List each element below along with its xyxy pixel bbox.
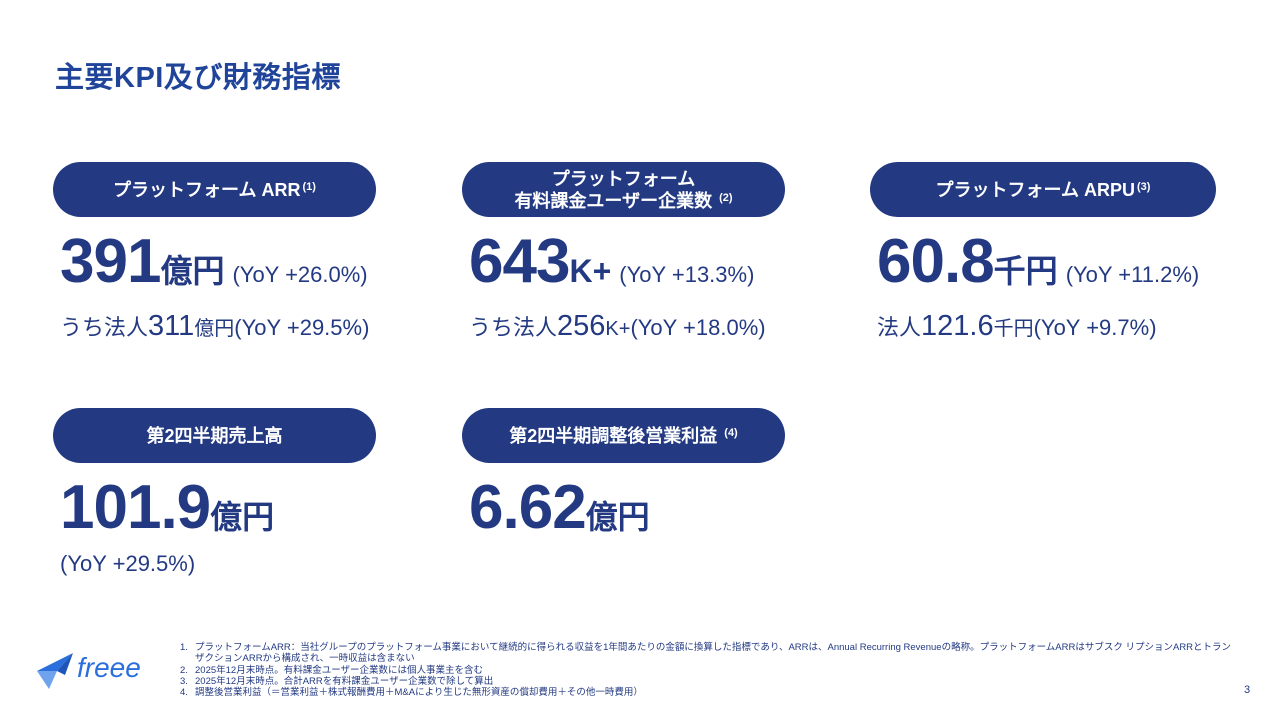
users-sub-yoy: (YoY +18.0%): [630, 315, 766, 340]
users-label-pill: プラットフォーム 有料課金ユーザー企業数 (2): [462, 162, 785, 217]
revenue-yoy: (YoY +29.5%): [60, 551, 196, 576]
revenue-value-line: 101.9億円: [60, 472, 274, 543]
footnote-4-num: 4.: [180, 687, 188, 699]
logo-text: freee: [77, 652, 141, 683]
footnote-3-text: 2025年12月末時点。合計ARRを有料課金ユーザー企業数で除して算出: [195, 675, 494, 687]
revenue-value: 101.9: [60, 473, 211, 542]
footnote-4-text: 調整後営業利益（＝営業利益＋株式報酬費用＋M&Aにより生じた無形資産の償却費用＋…: [195, 687, 643, 699]
footnote-4: 4. 調整後営業利益（＝営業利益＋株式報酬費用＋M&Aにより生じた無形資産の償却…: [180, 687, 1240, 698]
arpu-value-line: 60.8千円 (YoY +11.2%): [877, 226, 1199, 297]
arr-sub-yoy: (YoY +29.5%): [234, 315, 370, 340]
arpu-label: プラットフォーム ARPU: [935, 179, 1135, 200]
arpu-yoy: (YoY +11.2%): [1065, 262, 1200, 287]
arpu-sub-unit: 千円: [993, 318, 1034, 340]
arpu-sub-value: 121.6: [921, 310, 994, 342]
users-label-line2: 有料課金ユーザー企業数: [514, 190, 713, 211]
users-yoy: (YoY +13.3%): [619, 262, 755, 287]
arpu-sub-line: 法人121.6千円(YoY +9.7%): [877, 310, 1157, 343]
op-income-note: (4): [724, 426, 738, 439]
arr-sub-unit: 億円: [194, 318, 235, 340]
op-income-label-pill: 第2四半期調整後営業利益 (4): [462, 408, 785, 463]
footnote-1-text: プラットフォームARR：当社グループのプラットフォーム事業において継続的に得られ…: [195, 642, 1232, 665]
footnote-1-num: 1.: [180, 642, 188, 653]
footnote-3-num: 3.: [180, 675, 188, 687]
arr-unit: 億円: [160, 253, 225, 289]
users-unit: K+: [569, 253, 612, 289]
arr-note: (1): [302, 180, 316, 193]
op-income-unit: 億円: [585, 499, 650, 535]
arpu-sub-yoy: (YoY +9.7%): [1033, 315, 1157, 340]
revenue-unit: 億円: [210, 499, 275, 535]
users-sub-line: うち法人256K+(YoY +18.0%): [469, 310, 766, 343]
footnote-2-num: 2.: [180, 664, 188, 676]
arpu-label-pill: プラットフォーム ARPU (3): [870, 162, 1216, 217]
arr-label-pill: プラットフォーム ARR (1): [53, 162, 376, 217]
footnote-1: 1. プラットフォームARR：当社グループのプラットフォーム事業において継続的に…: [180, 642, 1240, 665]
arpu-value: 60.8: [877, 227, 995, 296]
arr-value: 391: [60, 227, 161, 296]
revenue-label-pill: 第2四半期売上高: [53, 408, 376, 463]
users-sub-unit: K+: [605, 318, 631, 340]
users-note: (2): [719, 191, 733, 204]
revenue-label: 第2四半期売上高: [146, 425, 283, 446]
arr-value-line: 391億円 (YoY +26.0%): [60, 226, 368, 297]
op-income-value-line: 6.62億円: [469, 472, 650, 543]
arpu-unit: 千円: [993, 253, 1058, 289]
users-sub-value: 256: [557, 310, 606, 342]
arr-sub-line: うち法人311億円(YoY +29.5%): [60, 310, 369, 343]
arpu-note: (3): [1137, 180, 1151, 193]
footnote-2-text: 2025年12月末時点。有料課金ユーザー企業数には個人事業主を含む: [195, 664, 484, 676]
arr-sub-prefix: うち法人: [60, 315, 149, 340]
footnote-3: 3. 2025年12月末時点。合計ARRを有料課金ユーザー企業数で除して算出: [180, 676, 1240, 687]
arr-sub-value: 311: [148, 310, 195, 342]
freee-bird-icon: freee: [37, 652, 141, 689]
footnote-2: 2. 2025年12月末時点。有料課金ユーザー企業数には個人事業主を含む: [180, 665, 1240, 676]
users-sub-prefix: うち法人: [469, 315, 558, 340]
users-value-line: 643K+ (YoY +13.3%): [469, 226, 754, 297]
op-income-label: 第2四半期調整後営業利益: [509, 425, 718, 446]
page-number: 3: [1244, 684, 1251, 696]
op-income-value: 6.62: [469, 473, 587, 542]
freee-logo: freee: [35, 645, 165, 695]
arr-label: プラットフォーム ARR: [113, 179, 301, 200]
users-label-line1: プラットフォーム: [551, 168, 696, 189]
users-value: 643: [469, 227, 570, 296]
footnotes: 1. プラットフォームARR：当社グループのプラットフォーム事業において継続的に…: [180, 642, 1240, 698]
arpu-sub-prefix: 法人: [877, 315, 922, 340]
arr-yoy: (YoY +26.0%): [232, 262, 368, 287]
page-title: 主要KPI及び財務指標: [55, 62, 341, 94]
